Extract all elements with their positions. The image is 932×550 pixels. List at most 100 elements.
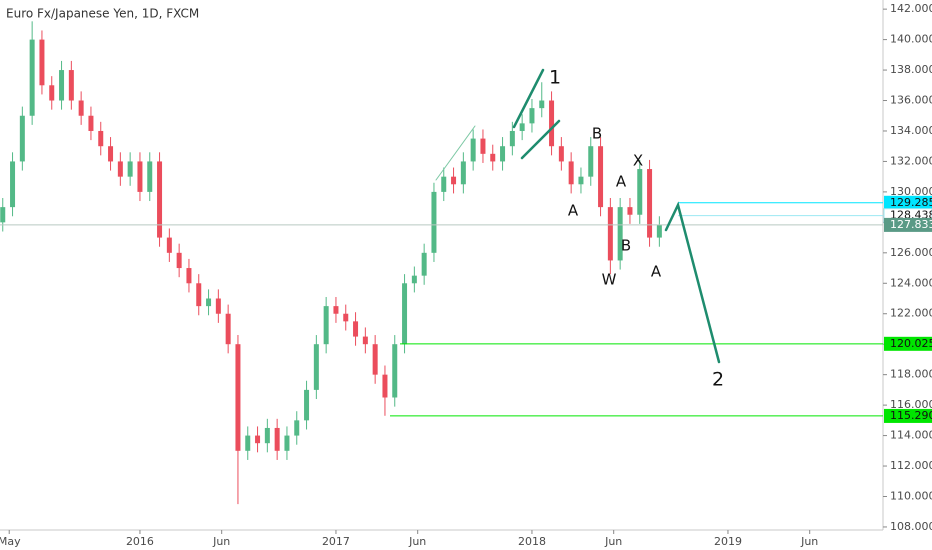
candle-body — [0, 207, 6, 223]
candle-body — [431, 191, 437, 253]
candle-body — [558, 146, 564, 162]
candle-body — [137, 161, 143, 192]
y-tick-label: 142.000 — [890, 2, 932, 15]
level-label: 129.285 — [890, 196, 932, 209]
candle-body — [411, 275, 417, 284]
wave-label: 1 — [549, 67, 561, 89]
candle-body — [402, 283, 408, 345]
candle-body — [451, 176, 457, 185]
candle-body — [68, 70, 74, 101]
y-tick-label: 130.000 — [890, 185, 932, 198]
candle-body — [304, 389, 310, 421]
level-label: 127.833 — [890, 218, 932, 231]
candle-body — [343, 313, 349, 322]
candle-body — [206, 298, 212, 307]
y-tick-label: 108.000 — [890, 520, 932, 533]
candle-body — [637, 169, 643, 215]
candle-body — [460, 161, 466, 185]
level-tag — [884, 195, 932, 210]
candle-body — [147, 161, 153, 192]
candle-body — [313, 344, 319, 390]
candle-body — [98, 130, 104, 147]
chart-title: Euro Fx/Japanese Yen, 1D, FXCM — [6, 7, 199, 21]
candle-body — [127, 161, 133, 177]
wave-label: X — [633, 152, 643, 170]
candle-body — [78, 100, 84, 116]
candle-body — [19, 115, 25, 162]
y-tick-label: 122.000 — [890, 307, 932, 320]
wave-label: 2 — [712, 369, 724, 391]
candle-body — [59, 70, 65, 101]
candle-body — [568, 161, 574, 185]
candle-body — [255, 435, 261, 444]
y-tick-label: 140.000 — [890, 33, 932, 46]
wave-label: W — [602, 271, 617, 289]
candle-body — [186, 268, 192, 284]
wave-label: A — [568, 202, 579, 220]
projection-line — [664, 201, 721, 364]
y-tick-label: 126.000 — [890, 246, 932, 259]
trend-line — [435, 125, 476, 181]
candle-body — [539, 100, 545, 109]
candle-body — [274, 427, 280, 451]
candle-body — [627, 207, 633, 215]
candle-body — [235, 344, 241, 451]
candle-body — [607, 207, 613, 261]
candle-body — [39, 39, 45, 86]
x-tick-label: Jun — [800, 535, 818, 548]
candle-body — [10, 161, 16, 208]
y-tick-label: 110.000 — [890, 489, 932, 502]
level-label: 115.290 — [890, 409, 932, 422]
x-tick-label: 2018 — [518, 535, 546, 548]
y-tick-label: 124.000 — [890, 276, 932, 289]
x-tick-label: 2017 — [322, 535, 350, 548]
candle-body — [500, 146, 506, 162]
candle-body — [29, 39, 35, 116]
candle-body — [176, 252, 182, 269]
y-tick-label: 136.000 — [890, 94, 932, 107]
plot — [0, 21, 883, 505]
wave-label: A — [616, 173, 627, 191]
candle-body — [656, 224, 662, 238]
wave-label: B — [592, 125, 602, 143]
x-tick-label: Jun — [212, 535, 230, 548]
x-tick-label: Jun — [408, 535, 426, 548]
candle-body — [362, 336, 368, 345]
candle-body — [166, 237, 172, 253]
y-tick-label: 134.000 — [890, 124, 932, 137]
candle-body — [392, 344, 398, 398]
candle-body — [382, 374, 388, 398]
candle-body — [108, 146, 114, 162]
candle-body — [294, 420, 300, 436]
candle-body — [509, 130, 515, 147]
y-tick-label: 132.000 — [890, 154, 932, 167]
candle-body — [49, 85, 55, 101]
x-tick-label: May — [0, 535, 21, 548]
candle-body — [588, 146, 594, 177]
candle-body — [470, 138, 476, 162]
level-tag — [884, 217, 932, 232]
candle-body — [333, 306, 339, 314]
level-tag — [884, 408, 932, 423]
candle-body — [245, 435, 251, 451]
candle-body — [617, 207, 623, 261]
candle-body — [264, 427, 270, 444]
candle-body — [372, 344, 378, 375]
y-tick-label: 114.000 — [890, 429, 932, 442]
candle-body — [578, 176, 584, 185]
wave-label: A — [651, 263, 662, 281]
x-tick-label: Jun — [604, 535, 622, 548]
y-tick-label: 118.000 — [890, 368, 932, 381]
candle-body — [353, 321, 359, 337]
candle-body — [196, 283, 202, 307]
candle-body — [421, 252, 427, 276]
y-tick-label: 138.000 — [890, 63, 932, 76]
candle-body — [480, 138, 486, 154]
level-tag — [884, 336, 932, 351]
trend-line — [520, 119, 561, 160]
x-tick-label: 2016 — [126, 535, 154, 548]
candle-body — [157, 161, 163, 238]
candle-body — [598, 146, 604, 208]
